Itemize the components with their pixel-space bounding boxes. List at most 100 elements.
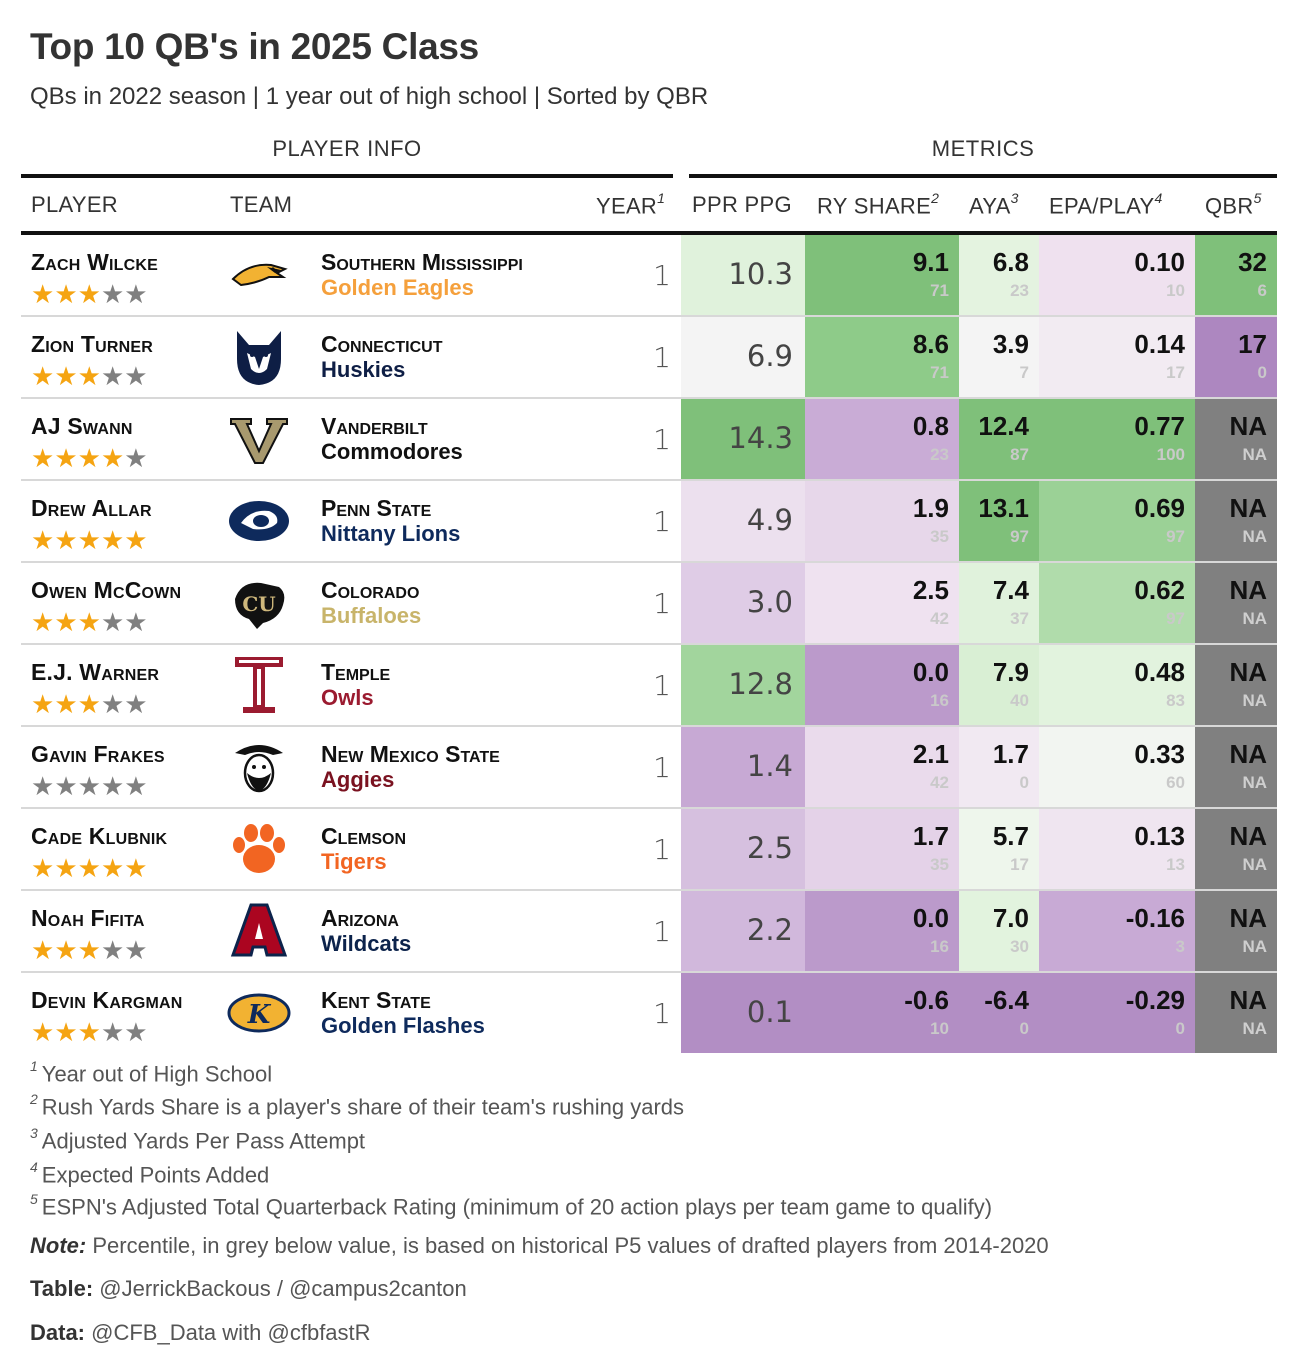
star-icon: ★ [100, 853, 125, 883]
aya-percentile: 97 [1010, 527, 1029, 546]
aya-cell: 6.8 23 [959, 235, 1039, 315]
epa-percentile: 13 [1166, 855, 1185, 874]
star-icon: ★ [100, 689, 125, 719]
qbr-cell: NA NA [1195, 891, 1277, 971]
epa-value: 0.62 [1134, 575, 1185, 605]
epa-cell: 0.33 60 [1039, 727, 1195, 807]
ry-share-value: 9.1 [912, 247, 949, 277]
kent-state-flash-icon: K [227, 981, 291, 1045]
team-school: Clemson [321, 823, 407, 849]
column-header-ppr-ppg: PPR PPG [692, 192, 792, 217]
recruit-stars: ★★★★★ [31, 443, 148, 473]
player-name: Devin Kargman [31, 987, 183, 1013]
ry-share-percentile: 10 [930, 1019, 949, 1038]
qbr-cell: NA NA [1195, 481, 1277, 561]
ry-share-percentile: 35 [930, 527, 949, 546]
footnote-1: 1 Year out of High School [30, 1058, 273, 1087]
recruit-stars: ★★★★★ [31, 853, 148, 883]
qbr-value: 32 [1238, 247, 1267, 277]
qbr-value: NA [1229, 657, 1267, 687]
team-mascot: Commodores [321, 439, 463, 464]
qbr-value: NA [1229, 903, 1267, 933]
epa-percentile: 17 [1166, 363, 1185, 382]
ppr-ppg-cell: 6.9 [681, 317, 805, 397]
qbr-percentile: NA [1242, 1019, 1267, 1038]
year-value: 1 [653, 341, 671, 374]
ry-share-percentile: 35 [930, 855, 949, 874]
team-school: New Mexico State [321, 741, 500, 767]
ry-share-value: -0.6 [904, 985, 949, 1015]
star-icon: ★ [100, 361, 125, 391]
star-icon: ★ [77, 853, 101, 883]
table-row: E.J. Warner ★★★★★ Temple Owls 1 12.8 0.0 16 7.9 4… [21, 645, 1277, 727]
column-header-ry-share: RY SHARE2 [817, 190, 940, 219]
nmsu-pistol-pete-icon [227, 735, 291, 799]
star-icon: ★ [54, 689, 78, 719]
column-header-player: PLAYER [31, 192, 118, 217]
table-row: Devin Kargman ★★★★★ K Kent State Golden Flas… [21, 973, 1277, 1055]
star-icon: ★ [54, 525, 78, 555]
star-icon: ★ [124, 771, 148, 801]
ry-share-cell: -0.6 10 [805, 973, 959, 1053]
aya-value: 1.7 [992, 739, 1029, 769]
year-value: 1 [653, 587, 671, 620]
star-icon: ★ [124, 689, 148, 719]
year-value: 1 [653, 833, 671, 866]
star-icon: ★ [124, 443, 148, 473]
penn-state-lion-icon [227, 489, 291, 553]
aya-percentile: 0 [1019, 773, 1029, 792]
ry-share-percentile: 71 [930, 363, 949, 382]
header-bar [21, 231, 1277, 235]
ry-share-value: 0.0 [912, 903, 949, 933]
ry-share-cell: 0.8 23 [805, 399, 959, 479]
aya-value: 7.0 [992, 903, 1029, 933]
epa-cell: -0.29 0 [1039, 973, 1195, 1053]
team-mascot: Owls [321, 685, 374, 710]
qbr-percentile: 0 [1257, 363, 1267, 382]
star-icon: ★ [100, 935, 125, 965]
star-icon: ★ [31, 361, 55, 391]
team-mascot: Golden Flashes [321, 1013, 485, 1038]
ry-share-value: 0.0 [912, 657, 949, 687]
star-icon: ★ [31, 935, 55, 965]
epa-cell: 0.10 10 [1039, 235, 1195, 315]
ppr-ppg-value: 14.3 [728, 421, 793, 455]
aya-value: 6.8 [992, 247, 1029, 277]
star-icon: ★ [31, 853, 55, 883]
qbr-percentile: NA [1242, 609, 1267, 628]
year-value: 1 [653, 915, 671, 948]
aya-percentile: 87 [1010, 445, 1029, 464]
star-icon: ★ [77, 443, 101, 473]
year-value: 1 [653, 669, 671, 702]
player-name: Noah Fifita [31, 905, 145, 931]
aya-cell: 12.4 87 [959, 399, 1039, 479]
ry-share-cell: 1.7 35 [805, 809, 959, 889]
year-value: 1 [653, 997, 671, 1030]
aya-value: 5.7 [992, 821, 1029, 851]
team-school: Connecticut [321, 331, 443, 357]
qbr-value: NA [1229, 985, 1267, 1015]
epa-value: 0.10 [1134, 247, 1185, 277]
qbr-value: NA [1229, 821, 1267, 851]
team-mascot: Wildcats [321, 931, 412, 956]
ry-share-percentile: 16 [930, 937, 949, 956]
player-name: Zach Wilcke [31, 249, 159, 275]
qbr-value: NA [1229, 411, 1267, 441]
aya-value: 12.4 [978, 411, 1029, 441]
qbr-cell: 32 6 [1195, 235, 1277, 315]
star-icon: ★ [31, 771, 55, 801]
star-icon: ★ [100, 279, 125, 309]
ppr-ppg-value: 3.0 [746, 585, 793, 619]
column-header-epa: EPA/PLAY4 [1049, 190, 1163, 219]
table-row: Noah Fifita ★★★★★ Arizona Wildcats 1 2.2 0.0 16… [21, 891, 1277, 973]
aya-percentile: 7 [1019, 363, 1029, 382]
aya-cell: -6.4 0 [959, 973, 1039, 1053]
team-school: Arizona [321, 905, 399, 931]
star-icon: ★ [124, 361, 148, 391]
year-value: 1 [653, 505, 671, 538]
star-icon: ★ [31, 1017, 55, 1047]
star-icon: ★ [124, 607, 148, 637]
aya-percentile: 37 [1010, 609, 1029, 628]
spanner-bar-metrics [689, 174, 1277, 178]
aya-cell: 3.9 7 [959, 317, 1039, 397]
